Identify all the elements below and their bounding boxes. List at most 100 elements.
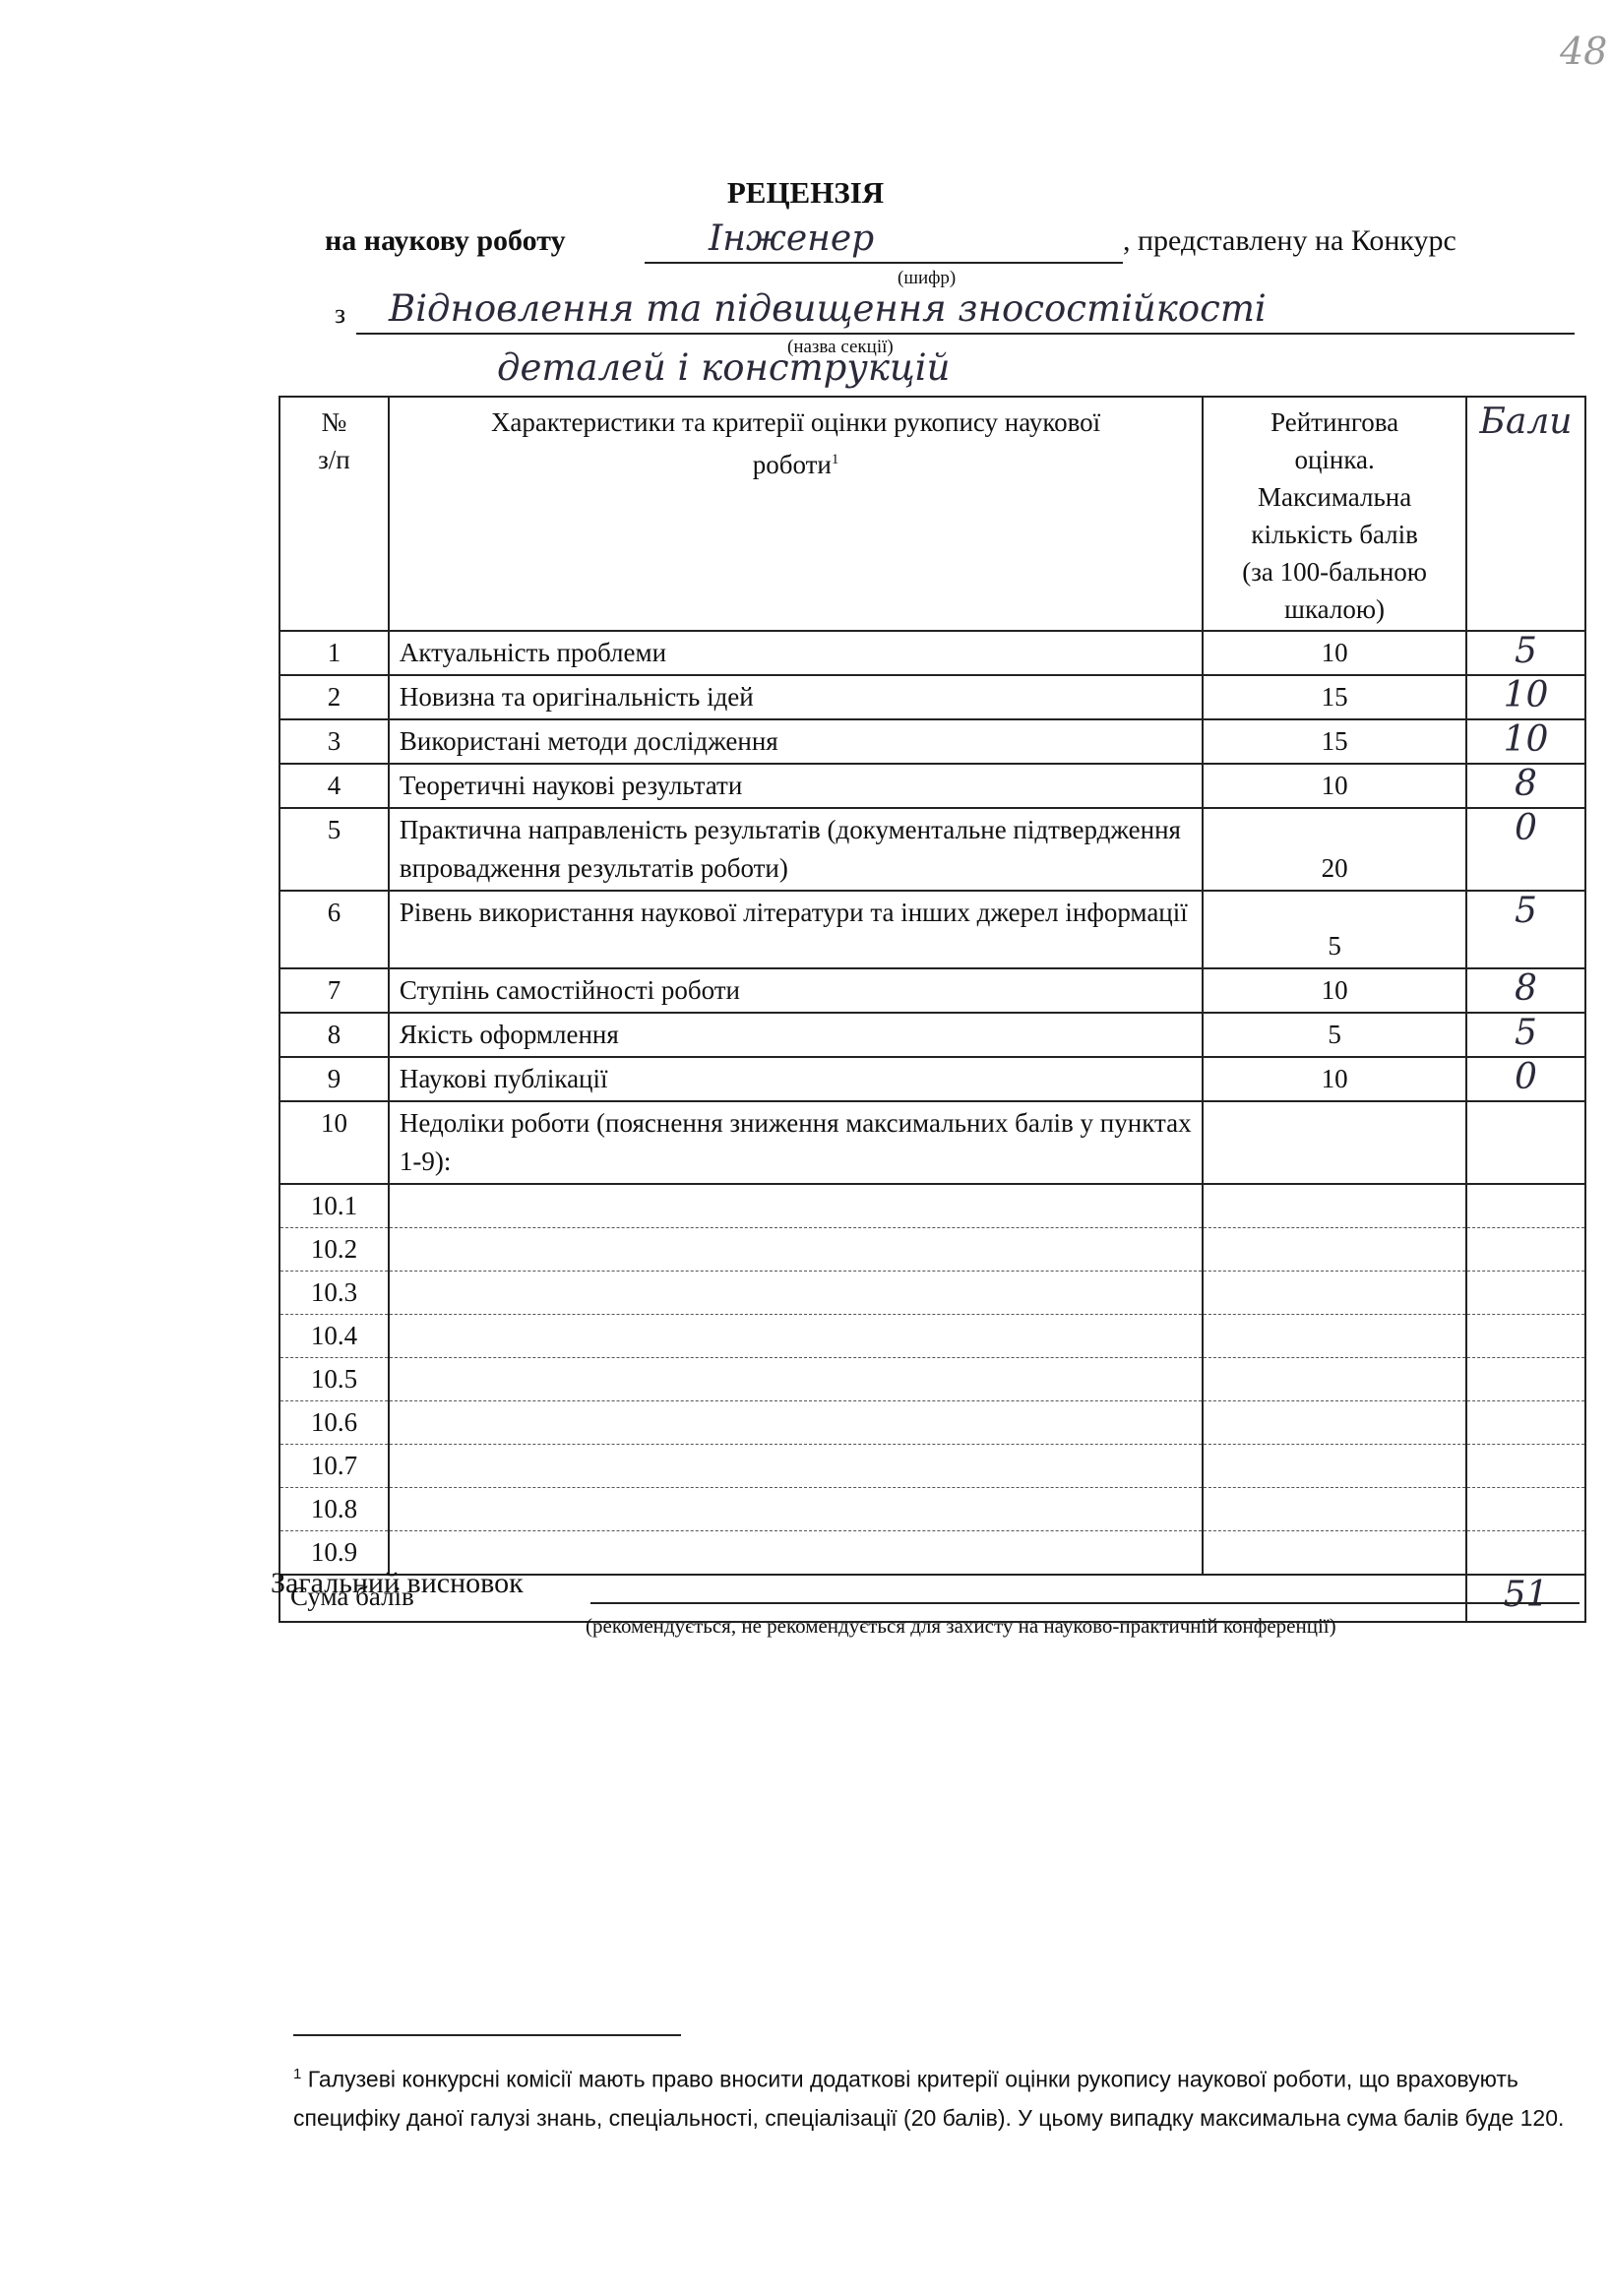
score: 0 (1464, 807, 1587, 892)
row-number: 10.2 (279, 1227, 390, 1272)
max-score: 10 (1202, 967, 1467, 1014)
max-score: 15 (1202, 674, 1467, 720)
empty-cell (1202, 1183, 1467, 1228)
table-row: 6 Рівень використання наукової літератури… (279, 890, 1587, 969)
table-row: 2 Новизна та оригінальність ідей 15 10 (279, 674, 1587, 720)
empty-cell (1202, 1400, 1467, 1445)
line1-prefix: на наукову роботу (325, 224, 566, 257)
score: 10 (1464, 674, 1587, 720)
footnote-rule (293, 2034, 681, 2036)
empty-cell (1202, 1314, 1467, 1358)
row-number: 6 (279, 890, 390, 969)
score: 10 (1464, 718, 1587, 765)
conclusion-caption: (рекомендується, не рекомендується для з… (586, 1614, 1336, 1638)
section-caption: (назва секції) (787, 337, 894, 357)
empty-cell (1202, 1271, 1467, 1315)
max-score: 15 (1202, 718, 1467, 765)
conclusion-line (590, 1602, 1580, 1604)
row-number: 3 (279, 718, 390, 765)
table-row: 10.8 (279, 1487, 1587, 1531)
table-row: 10.4 (279, 1314, 1587, 1358)
empty-cell (387, 1183, 1205, 1228)
criterion: Ступінь самостійності роботи (387, 967, 1205, 1014)
empty-cell (387, 1444, 1205, 1488)
row-number: 10.6 (279, 1400, 390, 1445)
score: 8 (1464, 967, 1587, 1014)
footnote-text: Галузеві конкурсні комісії мають право в… (293, 2066, 1565, 2131)
empty-cell (1464, 1357, 1587, 1401)
max-score: 20 (1202, 807, 1467, 892)
score: 5 (1464, 1012, 1587, 1058)
empty-cell (387, 1314, 1205, 1358)
footnote-mark: 1 (831, 452, 839, 467)
score-table: № з/п Характеристики та критерії оцінки р… (279, 396, 1587, 1623)
cipher-line (645, 262, 1123, 264)
max-score: 10 (1202, 763, 1467, 809)
row-number: 10 (279, 1100, 390, 1185)
page-number: 48 (1560, 30, 1608, 73)
empty-cell (1202, 1357, 1467, 1401)
criterion: Використані методи дослідження (387, 718, 1205, 765)
row-number: 5 (279, 807, 390, 892)
score: 5 (1464, 890, 1587, 969)
empty-cell (1202, 1444, 1467, 1488)
row-number: 10.4 (279, 1314, 390, 1358)
empty-cell (1464, 1400, 1587, 1445)
empty-cell (1202, 1530, 1467, 1576)
empty-cell (387, 1227, 1205, 1272)
empty-cell (1202, 1487, 1467, 1531)
row-number: 10.1 (279, 1183, 390, 1228)
table-row: 8 Якість оформлення 5 5 (279, 1012, 1587, 1058)
table-row: 10.3 (279, 1271, 1587, 1315)
section-prefix: з (335, 299, 346, 330)
empty-cell (387, 1400, 1205, 1445)
empty-cell (387, 1271, 1205, 1315)
max-score: 10 (1202, 1056, 1467, 1102)
sum-label: Сума балів (279, 1574, 1467, 1623)
empty-cell (1464, 1487, 1587, 1531)
title: РЕЦЕНЗІЯ (726, 175, 885, 210)
score: 0 (1464, 1056, 1587, 1102)
empty-cell (1202, 1227, 1467, 1272)
empty-cell (1202, 1100, 1467, 1185)
header-cell: Бали (1464, 396, 1587, 632)
table-row: 10.6 (279, 1400, 1587, 1445)
header-cell: Характеристики та критерії оцінки рукопи… (387, 396, 1205, 632)
header-text: № з/п (318, 407, 350, 474)
row-number: 1 (279, 630, 390, 676)
row-number: 10.9 (279, 1530, 390, 1576)
footnote: 1 Галузеві конкурсні комісії мають право… (293, 2055, 1578, 2138)
section-line (356, 333, 1575, 335)
row-number: 10.3 (279, 1271, 390, 1315)
cipher-caption: (шифр) (898, 268, 957, 288)
table-row: 1 Актуальність проблеми 10 5 (279, 630, 1587, 676)
row-number: 10.5 (279, 1357, 390, 1401)
score: 5 (1464, 630, 1587, 676)
row-number: 8 (279, 1012, 390, 1058)
max-score: 5 (1202, 890, 1467, 969)
row-number: 10.8 (279, 1487, 390, 1531)
line1-suffix: , представлену на Конкурс (1123, 224, 1456, 257)
header-row: № з/п Характеристики та критерії оцінки р… (279, 396, 1587, 632)
table-row: 5 Практична направленість результатів (до… (279, 807, 1587, 892)
criterion: Новизна та оригінальність ідей (387, 674, 1205, 720)
row-number: 9 (279, 1056, 390, 1102)
cipher: Інженер (709, 218, 875, 259)
table-row: 3 Використані методи дослідження 15 10 (279, 718, 1587, 765)
table-row: 10.7 (279, 1444, 1587, 1488)
criterion: Практична направленість результатів (док… (387, 807, 1205, 892)
criterion: Наукові публікації (387, 1056, 1205, 1102)
sum-row: Сума балів 51 (279, 1574, 1587, 1623)
score: 8 (1464, 763, 1587, 809)
criterion: Рівень використання наукової літератури … (387, 890, 1205, 969)
criterion: Недоліки роботи (пояснення зниження макс… (387, 1100, 1205, 1185)
table-row: 4 Теоретичні наукові результати 10 8 (279, 763, 1587, 809)
header-cell: № з/п (279, 396, 390, 632)
conclusion-label: Загальний висновок (271, 1567, 524, 1599)
empty-cell (1464, 1314, 1587, 1358)
empty-cell (1464, 1183, 1587, 1228)
empty-cell (1464, 1227, 1587, 1272)
criterion: Якість оформлення (387, 1012, 1205, 1058)
header-cell: Рейтингова оцінка. Максимальна кількість… (1202, 396, 1467, 632)
